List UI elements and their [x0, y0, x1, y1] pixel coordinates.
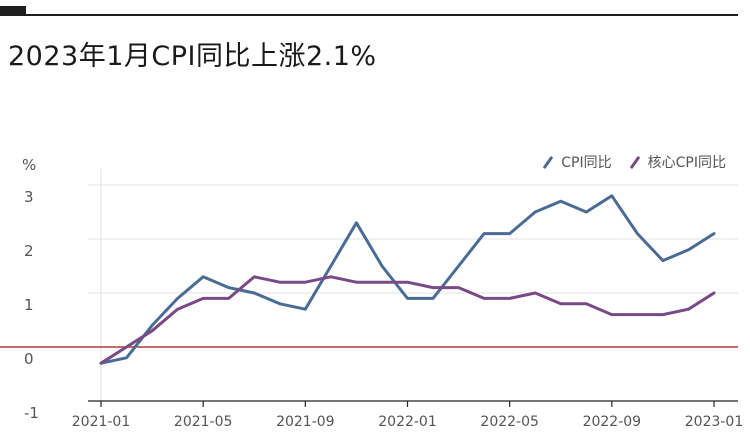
legend-label-cpi: CPI同比	[561, 155, 612, 171]
series-line-cpi	[99, 194, 716, 365]
y-tick-label: 3	[24, 188, 34, 206]
header-accent-tab	[0, 6, 26, 16]
legend-swatch-core-cpi	[629, 155, 640, 169]
legend-label-core-cpi: 核心CPI同比	[647, 155, 726, 171]
series-line-core-cpi	[99, 275, 716, 365]
x-tick-label: 2021-05	[174, 414, 233, 430]
x-tick-label: 2022-01	[378, 414, 437, 430]
legend-item-core-cpi: 核心CPI同比	[628, 152, 726, 172]
legend-item-cpi: CPI同比	[541, 152, 612, 172]
y-tick-label: 1	[24, 296, 34, 314]
y-tick-label: -1	[24, 404, 39, 422]
header-rule	[0, 14, 738, 16]
x-tick-label: 2022-05	[480, 414, 539, 430]
y-axis-unit-label: %	[22, 156, 36, 174]
x-tick-label: 2023-01	[685, 414, 744, 430]
x-tick-label: 2022-09	[583, 414, 642, 430]
legend-swatch-cpi	[543, 155, 554, 169]
y-tick-label: 2	[24, 242, 34, 260]
x-tick-label: 2021-01	[72, 414, 131, 430]
chart-title: 2023年1月CPI同比上涨2.1%	[8, 41, 377, 72]
chart-legend: CPI同比 核心CPI同比	[541, 152, 726, 172]
y-tick-label: 0	[24, 350, 34, 368]
x-tick-label: 2021-09	[276, 414, 335, 430]
